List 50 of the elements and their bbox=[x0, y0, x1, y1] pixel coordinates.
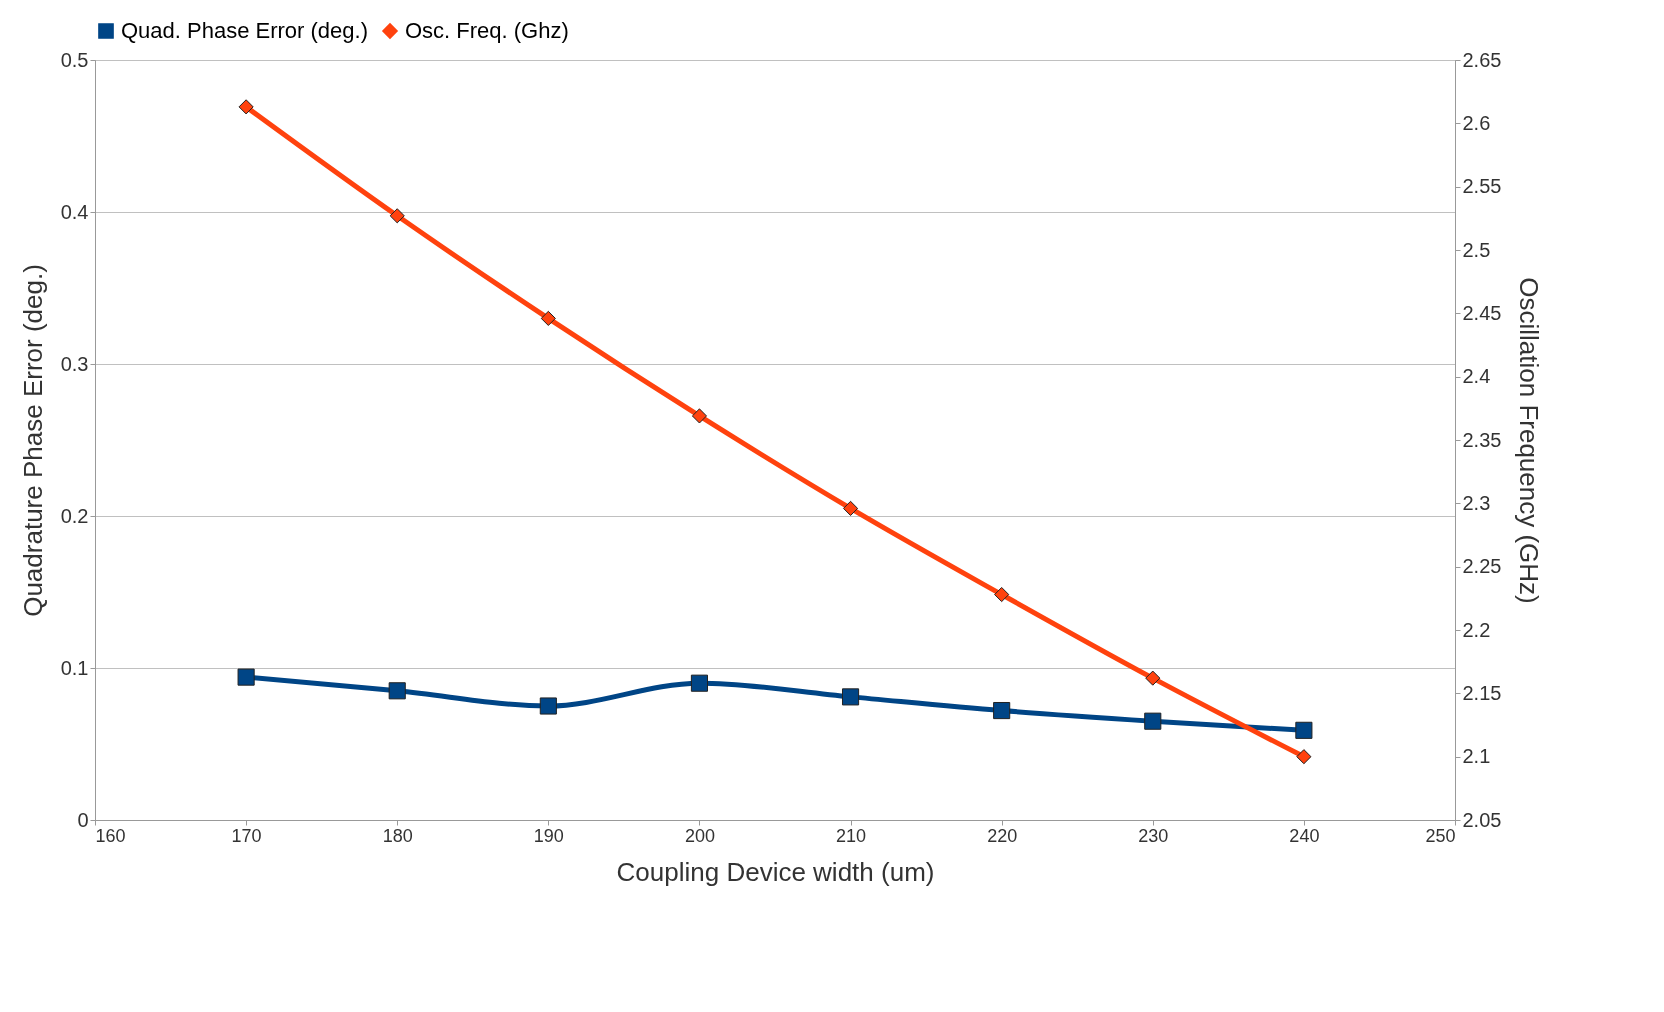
point bbox=[238, 99, 254, 115]
y2-tick-label: 2.15 bbox=[1462, 681, 1502, 704]
x-tick-label: 250 bbox=[1425, 825, 1456, 846]
x-tick-label: 180 bbox=[382, 825, 413, 846]
point bbox=[994, 586, 1010, 603]
point bbox=[539, 697, 557, 715]
y2-tick-label: 2.3 bbox=[1462, 491, 1491, 514]
point bbox=[1144, 712, 1162, 730]
point bbox=[1296, 749, 1312, 765]
point bbox=[842, 500, 859, 516]
x-tick-label: 230 bbox=[1138, 825, 1169, 846]
y-tick-label: 0.3 bbox=[60, 352, 89, 375]
point bbox=[1295, 721, 1313, 739]
point bbox=[690, 674, 709, 692]
y2-tick-label: 2.35 bbox=[1462, 428, 1502, 451]
x-axis-title: Coupling Device width (um) bbox=[616, 856, 935, 887]
y2-tick-label: 2.5 bbox=[1462, 238, 1491, 261]
y-axis-title: Quadrature Phase Error (deg.) bbox=[17, 264, 48, 617]
y-tick-label: 0.2 bbox=[60, 504, 89, 527]
y2-tick-label: 2.05 bbox=[1462, 808, 1502, 831]
y2-tick-label: 2.6 bbox=[1462, 111, 1491, 134]
point bbox=[993, 702, 1011, 720]
y-tick-label: 0.1 bbox=[60, 656, 89, 679]
point bbox=[841, 688, 860, 706]
legend-label: Quad. Phase Error (deg.) bbox=[121, 18, 369, 43]
y2-tick-label: 2.45 bbox=[1462, 301, 1502, 324]
y2-tick-label: 2.4 bbox=[1462, 365, 1491, 388]
point bbox=[389, 208, 405, 224]
y2-axis-title: Oscillation Frequency (GHz) bbox=[1514, 277, 1545, 604]
x-tick-label: 170 bbox=[231, 825, 262, 846]
y2-tick-label: 2.1 bbox=[1462, 745, 1491, 768]
point bbox=[1145, 670, 1161, 686]
y2-tick-label: 2.55 bbox=[1462, 175, 1502, 198]
x-tick-label: 210 bbox=[836, 825, 867, 846]
y2-tick-label: 2.25 bbox=[1462, 555, 1502, 578]
point bbox=[540, 310, 556, 326]
x-tick-label: 240 bbox=[1289, 825, 1320, 846]
x-tick-label: 200 bbox=[684, 825, 715, 846]
point bbox=[388, 682, 406, 700]
y2-tick-label: 2.65 bbox=[1462, 48, 1502, 71]
point bbox=[691, 408, 708, 424]
legend-label: Osc. Freq. (Ghz) bbox=[405, 18, 569, 43]
x-tick-label: 160 bbox=[95, 825, 126, 846]
x-tick-label: 220 bbox=[987, 825, 1018, 846]
y-tick-label: 0.5 bbox=[60, 48, 89, 71]
x-tick-label: 190 bbox=[533, 825, 564, 846]
y-tick-label: 0 bbox=[77, 808, 89, 831]
y2-tick-label: 2.2 bbox=[1462, 618, 1491, 641]
y-tick-label: 0.4 bbox=[60, 200, 89, 223]
point bbox=[237, 668, 255, 686]
